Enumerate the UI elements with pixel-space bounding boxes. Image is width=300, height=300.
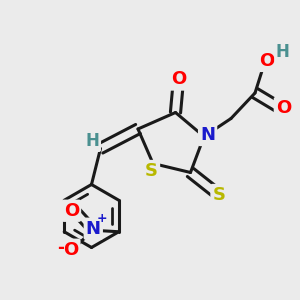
Text: S: S <box>212 186 226 204</box>
Text: H: H <box>276 43 289 61</box>
Text: S: S <box>145 162 158 180</box>
Text: N: N <box>86 220 101 238</box>
Text: -: - <box>57 239 64 257</box>
Text: O: O <box>63 241 78 259</box>
Text: N: N <box>200 126 215 144</box>
Text: H: H <box>85 132 99 150</box>
Text: +: + <box>96 212 107 225</box>
Text: O: O <box>64 202 79 220</box>
Text: O: O <box>171 70 186 88</box>
Text: O: O <box>260 52 274 70</box>
Text: O: O <box>276 99 291 117</box>
